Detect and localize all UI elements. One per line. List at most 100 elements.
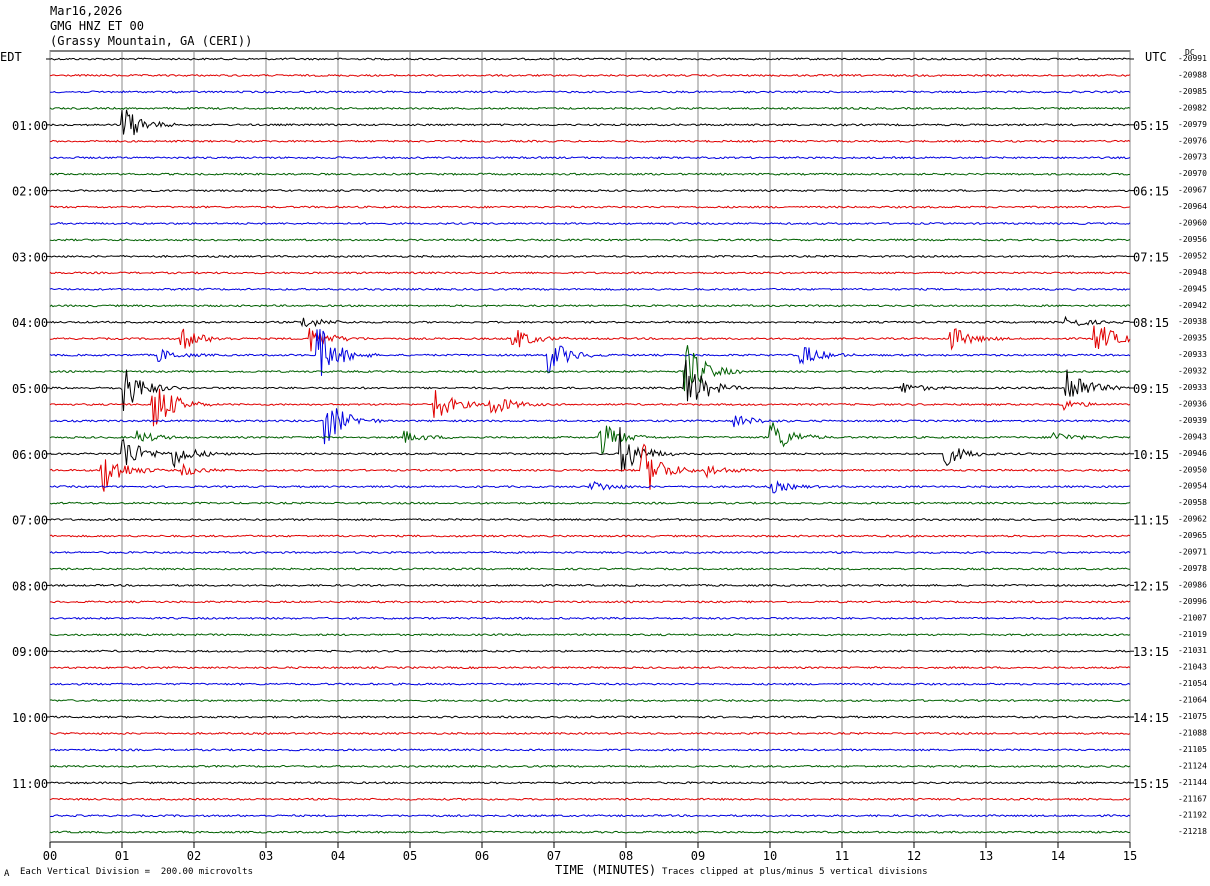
time-label-left: 04:00 [12,316,48,330]
trace-line [49,698,1131,703]
dc-offset-label: -20982 [1178,103,1207,112]
dc-offset-label: -21124 [1178,761,1207,770]
trace-line [49,271,1131,275]
x-tick-label: 12 [907,849,921,863]
trace-line [49,764,1131,768]
dc-offset-label: -20988 [1178,70,1207,79]
trace-line [49,221,1131,226]
time-label-left: 01:00 [12,119,48,133]
dc-offset-label: -20935 [1178,334,1207,343]
dc-offset-label: -21167 [1178,794,1207,803]
time-label-right: 09:15 [1133,382,1169,396]
dc-offset-label: -20956 [1178,235,1207,244]
dc-offset-label: -21043 [1178,663,1207,672]
time-label-right: 12:15 [1133,579,1169,593]
trace-line [49,517,1131,522]
dc-offset-label: -20996 [1178,597,1207,606]
time-label-left: 11:00 [12,777,48,791]
dc-offset-label: -21144 [1178,778,1207,787]
time-label-left: 05:00 [12,382,48,396]
time-label-right: 07:15 [1133,250,1169,264]
station-label: GMG HNZ ET 00 [50,19,144,33]
trace-line [49,109,1131,136]
dc-offset-label: -20965 [1178,531,1207,540]
x-tick-label: 01 [115,849,129,863]
dc-offset-label: -20978 [1178,564,1207,573]
time-label-right: 10:15 [1133,448,1169,462]
dc-offset-label: -20960 [1178,219,1207,228]
dc-offset-label: -21105 [1178,745,1207,754]
trace-line [49,106,1131,110]
trace-line [49,427,1131,472]
dc-label: DC [1185,48,1195,57]
trace-line [49,287,1131,291]
trace-line [49,345,1131,392]
dc-offset-label: -21007 [1178,613,1207,622]
x-tick-label: 02 [187,849,201,863]
dc-offset-label: -20952 [1178,251,1207,260]
trace-line [49,501,1131,505]
trace-line [49,304,1131,308]
trace-line [50,90,1131,94]
trace-line [49,156,1131,160]
time-label-left: 09:00 [12,645,48,659]
dc-offset-label: -21054 [1178,679,1207,688]
time-label-right: 14:15 [1133,711,1169,725]
trace-line [49,408,1131,445]
time-label-left: 06:00 [12,448,48,462]
time-label-left: 10:00 [12,711,48,725]
trace-line [49,329,1131,376]
dc-offset-label: -20942 [1178,301,1207,310]
time-label-left: 03:00 [12,250,48,264]
dc-offset-label: -20945 [1178,284,1207,293]
x-tick-label: 00 [43,849,57,863]
x-tick-label: 15 [1123,849,1137,863]
dc-offset-label: -20939 [1178,416,1207,425]
trace-line [50,600,1131,604]
plot-frame [49,50,1131,843]
timezone-right-label: UTC [1145,50,1167,64]
x-tick-label: 06 [475,849,489,863]
trace-line [49,830,1131,834]
x-tick-label: 05 [403,849,417,863]
date-label: Mar16,2026 [50,4,123,18]
time-label-left: 02:00 [12,185,48,199]
time-label-right: 11:15 [1133,514,1169,528]
dc-offset-label: -20954 [1178,482,1207,491]
trace-line [49,616,1131,620]
trace-line [50,666,1131,670]
dc-offset-label: -21019 [1178,630,1207,639]
trace-line [49,633,1131,637]
trace-line [49,649,1131,653]
dc-offset-label: -20964 [1178,202,1207,211]
dc-offset-label: -20943 [1178,432,1207,441]
dc-offset-label: -20986 [1178,580,1207,589]
dc-offset-label: -20936 [1178,399,1207,408]
time-label-right: 06:15 [1133,185,1169,199]
dc-offset-label: -20933 [1178,350,1207,359]
trace-line [49,748,1131,752]
dc-offset-label: -20979 [1178,120,1207,129]
dc-offset-label: -20950 [1178,465,1207,474]
trace-line [49,583,1130,588]
scale-note: Each Vertical Division = 200.00 microvol… [20,867,253,877]
timezone-left-label: EDT [0,50,22,64]
dc-offset-label: -21075 [1178,712,1207,721]
dc-offset-label: -20946 [1178,449,1207,458]
trace-line [49,139,1131,143]
trace-line [49,188,1131,193]
trace-line [49,567,1131,571]
clip-note: Traces clipped at plus/minus 5 vertical … [662,867,928,877]
trace-line [49,315,1131,328]
trace-line [49,443,1131,492]
dc-offset-label: -21218 [1178,827,1207,836]
trace-line [49,238,1131,242]
dc-offset-label: -21031 [1178,646,1207,655]
dc-offset-label: -20938 [1178,317,1207,326]
x-axis-title: TIME (MINUTES) [555,863,657,877]
time-label-right: 13:15 [1133,645,1169,659]
trace-line [49,359,1131,412]
dc-offset-label: -20967 [1178,186,1207,195]
trace-line [49,797,1131,801]
x-tick-label: 04 [331,849,345,863]
